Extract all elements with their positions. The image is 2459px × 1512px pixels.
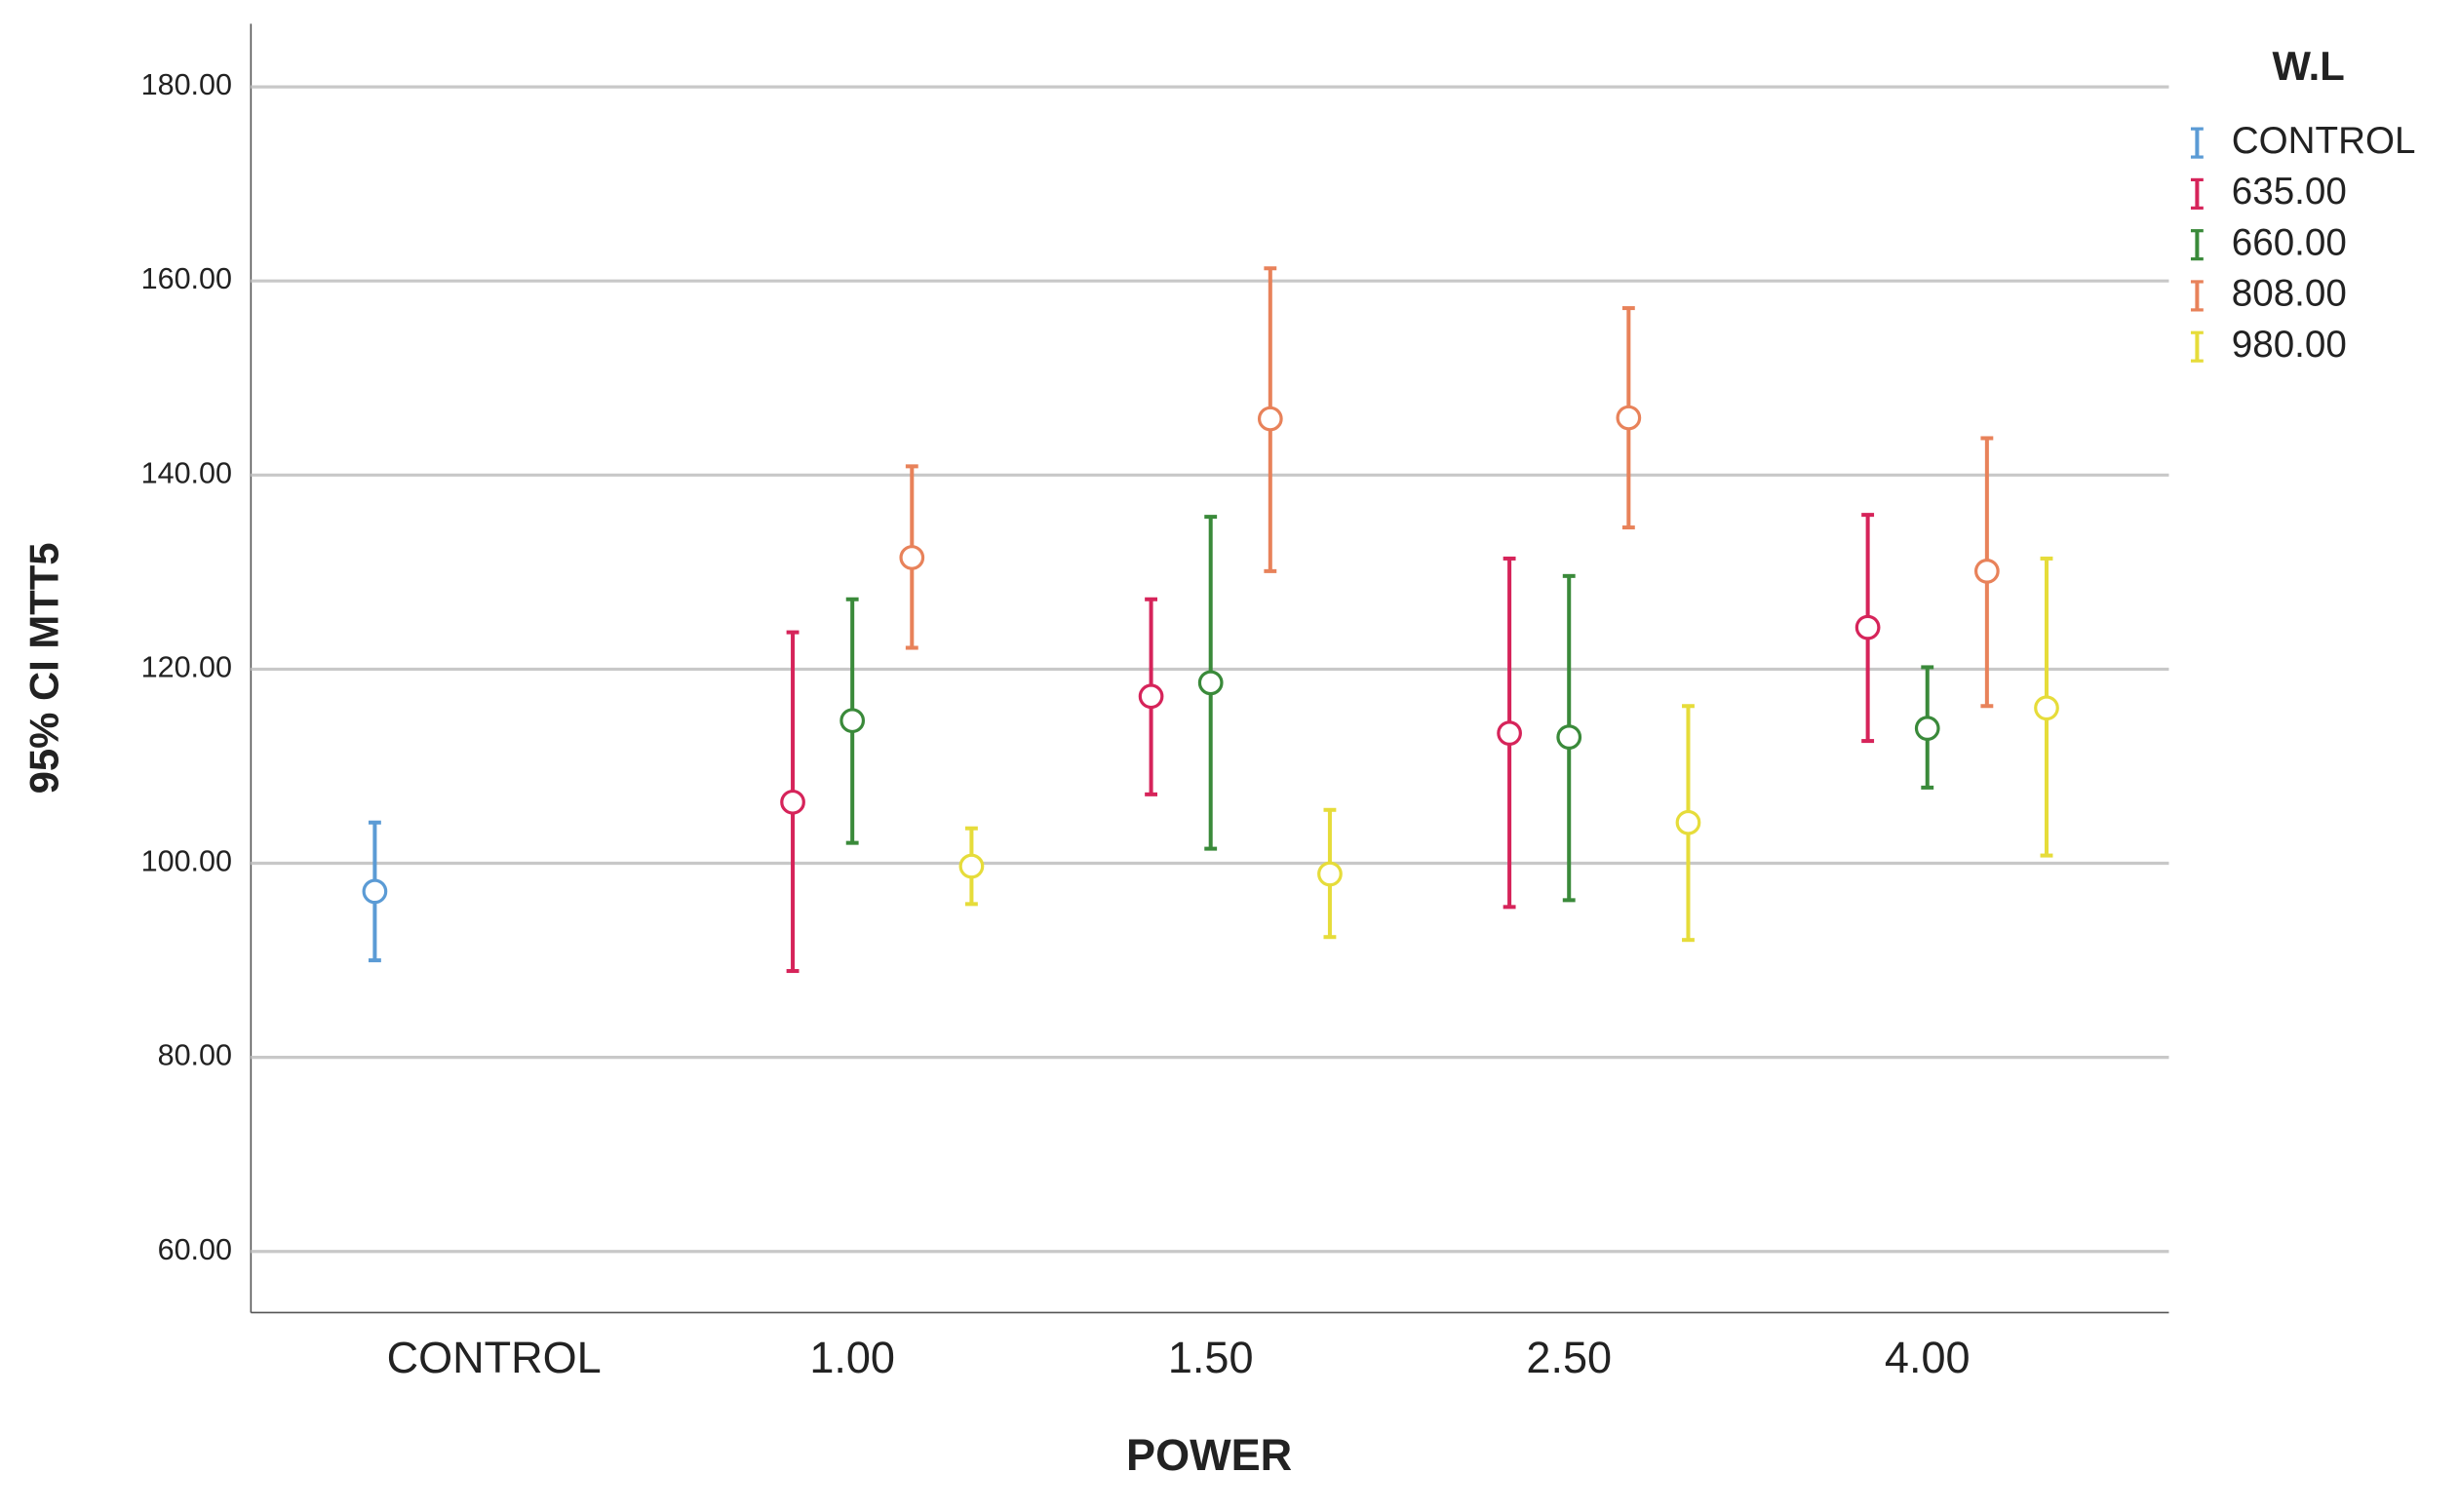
x-tick-label: 1.50	[1168, 1333, 1254, 1382]
x-tick-label: 4.00	[1885, 1333, 1971, 1382]
y-tick-label: 100.00	[141, 845, 232, 878]
mean-marker	[839, 708, 866, 734]
y-tick-label: 80.00	[158, 1039, 232, 1072]
mean-marker	[1138, 683, 1164, 710]
x-axis-title: POWER	[1126, 1430, 1292, 1480]
legend-label: 808.00	[2232, 273, 2347, 315]
mean-marker	[362, 878, 388, 905]
mean-marker	[780, 789, 805, 815]
legend-label: CONTROL	[2232, 120, 2416, 162]
mean-marker	[1497, 720, 1522, 746]
y-tick-label: 140.00	[141, 456, 232, 489]
x-tick-label: CONTROL	[387, 1333, 602, 1382]
y-tick-label: 160.00	[141, 262, 232, 295]
mean-marker	[958, 853, 985, 879]
legend-label: 635.00	[2232, 171, 2347, 213]
x-tick-label: 1.00	[809, 1333, 895, 1382]
legend-label: 980.00	[2232, 324, 2347, 366]
mean-marker	[2034, 695, 2059, 721]
mean-marker	[1556, 724, 1582, 750]
x-tick-label: 2.50	[1526, 1333, 1612, 1382]
y-tick-label: 180.00	[141, 68, 232, 101]
mean-marker	[1257, 406, 1283, 432]
y-axis-title: 95% CI MTT5	[20, 543, 66, 795]
mean-marker	[1317, 861, 1343, 887]
mean-marker	[1616, 405, 1642, 431]
y-tick-label: 60.00	[158, 1233, 232, 1266]
mean-marker	[1854, 614, 1881, 640]
mean-marker	[899, 545, 925, 570]
mean-marker	[1914, 716, 1940, 742]
legend-label: 660.00	[2232, 221, 2347, 263]
mean-marker	[1973, 559, 2000, 584]
y-tick-label: 120.00	[141, 650, 232, 683]
mean-marker	[1197, 670, 1224, 696]
legend-title: W.L	[2272, 43, 2344, 89]
mean-marker	[1675, 809, 1701, 835]
